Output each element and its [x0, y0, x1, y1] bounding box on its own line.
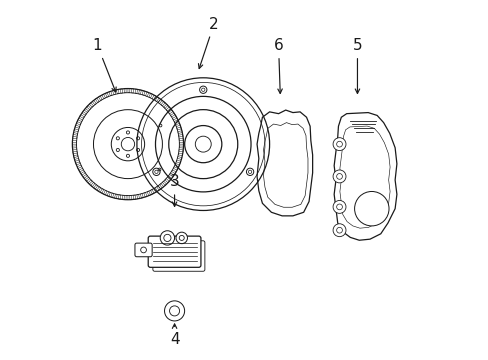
- Text: 6: 6: [273, 38, 283, 93]
- Text: 3: 3: [169, 174, 179, 206]
- Text: 2: 2: [198, 17, 219, 68]
- Circle shape: [141, 247, 146, 253]
- Text: 5: 5: [352, 38, 362, 93]
- Text: 1: 1: [92, 38, 116, 92]
- Circle shape: [163, 234, 171, 242]
- Circle shape: [169, 306, 179, 316]
- Circle shape: [160, 231, 174, 245]
- Circle shape: [354, 192, 388, 226]
- Text: 4: 4: [169, 324, 179, 347]
- Circle shape: [332, 170, 346, 183]
- Circle shape: [176, 232, 187, 244]
- Circle shape: [332, 224, 346, 237]
- FancyBboxPatch shape: [148, 236, 201, 267]
- Circle shape: [164, 301, 184, 321]
- FancyBboxPatch shape: [135, 243, 152, 257]
- Circle shape: [332, 138, 346, 150]
- Circle shape: [336, 204, 342, 210]
- Circle shape: [336, 227, 342, 233]
- Circle shape: [336, 141, 342, 147]
- Circle shape: [179, 235, 184, 240]
- Circle shape: [332, 201, 346, 213]
- Circle shape: [336, 174, 342, 179]
